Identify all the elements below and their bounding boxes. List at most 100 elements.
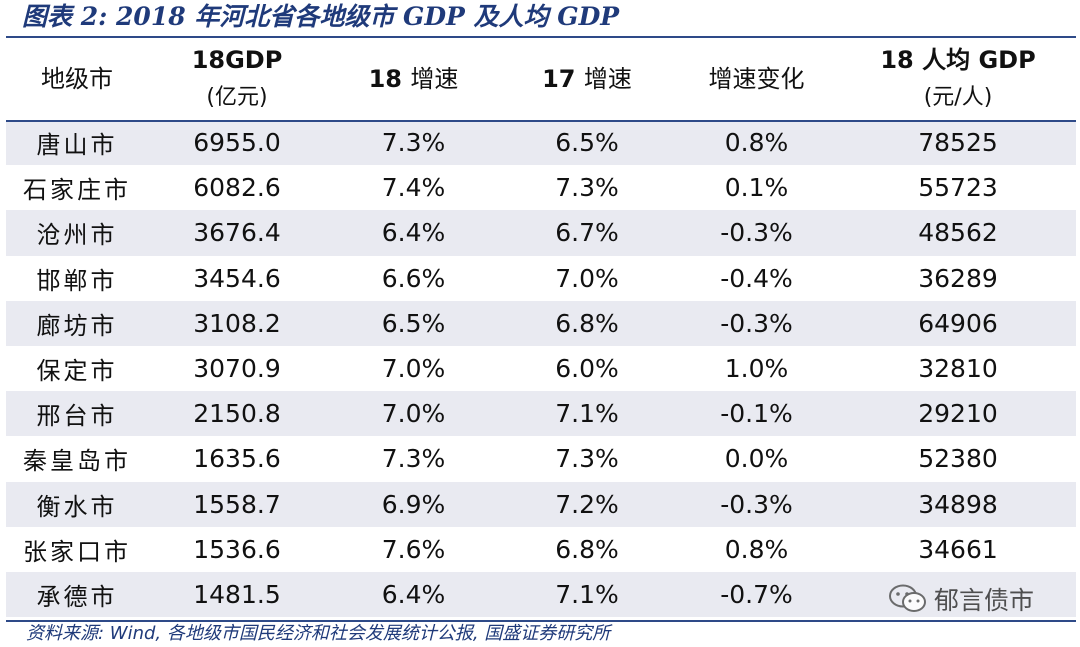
city-cell: 廊坊市	[6, 300, 148, 346]
header-growth-17: 17 增速	[501, 38, 673, 120]
per-capita-cell	[840, 571, 1076, 618]
city-cell: 沧州市	[6, 210, 148, 256]
watermark: 郁言债市	[888, 581, 1034, 617]
growth-17-cell: 7.2%	[501, 481, 673, 527]
header-gdp-label: 18GDP	[191, 46, 283, 74]
header-gdp: 18GDP (亿元)	[148, 38, 326, 120]
growth-17-cell: 7.1%	[501, 391, 673, 437]
figure-title: 图表 2: 2018 年河北省各地级市 GDP 及人均 GDP	[22, 2, 620, 31]
bottom-rule	[6, 620, 1076, 622]
gdp-cell: 1558.7	[148, 481, 326, 527]
per-capita-cell: 52380	[840, 436, 1076, 482]
per-capita-cell: 36289	[840, 255, 1076, 301]
header-growth-18-label: 增速	[410, 65, 459, 93]
wechat-icon	[889, 584, 926, 612]
growth-change-cell: -0.7%	[673, 571, 840, 618]
table-row: 廊坊市 3108.2 6.5% 6.8% -0.3% 64906	[6, 300, 1076, 346]
growth-18-cell: 6.9%	[326, 481, 501, 527]
gdp-cell: 1481.5	[148, 571, 326, 618]
table-row: 张家口市 1536.6 7.6% 6.8% 0.8% 34661	[6, 526, 1076, 572]
table-row: 邢台市 2150.8 7.0% 7.1% -0.1% 29210	[6, 391, 1076, 437]
growth-17-cell: 6.8%	[501, 300, 673, 346]
gdp-cell: 3108.2	[148, 300, 326, 346]
top-rule	[6, 36, 1076, 38]
header-growth-18: 18 增速	[326, 38, 501, 120]
table-body: 唐山市 6955.0 7.3% 6.5% 0.8% 78525 石家庄市 6082.6 7.4%…	[6, 120, 1076, 618]
growth-17-cell: 6.5%	[501, 120, 673, 166]
header-growth-17-label: 增速	[583, 65, 632, 93]
source-note: 资料来源: Wind, 各地级市国民经济和社会发展统计公报, 国盛证券研究所	[26, 623, 611, 644]
growth-18-cell: 6.4%	[326, 210, 501, 256]
growth-17-cell: 6.7%	[501, 210, 673, 256]
growth-18-cell: 7.4%	[326, 165, 501, 211]
watermark-text: 郁言债市	[934, 586, 1035, 615]
city-cell: 保定市	[6, 345, 148, 392]
table-row: 保定市 3070.9 7.0% 6.0% 1.0% 32810	[6, 345, 1076, 392]
gdp-cell: 3070.9	[148, 345, 326, 392]
city-cell: 邢台市	[6, 391, 148, 437]
growth-17-cell: 7.3%	[501, 436, 673, 482]
growth-change-cell: 0.1%	[673, 165, 840, 211]
growth-change-cell: -0.1%	[673, 391, 840, 437]
growth-change-cell: 0.8%	[673, 526, 840, 572]
growth-18-cell: 6.5%	[326, 300, 501, 346]
growth-18-cell: 7.3%	[326, 120, 501, 166]
header-per-capita: 18 人均 GDP (元/人)	[840, 38, 1076, 120]
header-city: 地级市	[41, 65, 113, 93]
growth-change-cell: -0.3%	[673, 210, 840, 256]
growth-18-cell: 7.0%	[326, 345, 501, 392]
gdp-cell: 3676.4	[148, 210, 326, 256]
growth-18-cell: 6.6%	[326, 255, 501, 301]
per-capita-cell: 78525	[840, 120, 1076, 166]
city-cell: 衡水市	[6, 481, 148, 527]
gdp-cell: 3454.6	[148, 255, 326, 301]
city-cell: 唐山市	[6, 120, 148, 166]
per-capita-cell: 29210	[840, 391, 1076, 437]
header-gdp-unit: (亿元)	[206, 85, 268, 110]
growth-change-cell: 1.0%	[673, 345, 840, 392]
per-capita-cell: 55723	[840, 165, 1076, 211]
city-cell: 承德市	[6, 571, 148, 618]
growth-18-cell: 7.0%	[326, 391, 501, 437]
header-row: 地级市 18GDP (亿元) 18 增速 17 增速 增速变化 18 人均 GD…	[6, 38, 1076, 120]
growth-change-cell: 0.0%	[673, 436, 840, 482]
growth-17-cell: 6.8%	[501, 526, 673, 572]
gdp-cell: 2150.8	[148, 391, 326, 437]
per-capita-cell: 34661	[840, 526, 1076, 572]
header-growth-change: 增速变化	[708, 65, 805, 93]
table-row: 秦皇岛市 1635.6 7.3% 7.3% 0.0% 52380	[6, 436, 1076, 482]
table-row: 石家庄市 6082.6 7.4% 7.3% 0.1% 55723	[6, 165, 1076, 211]
per-capita-cell: 48562	[840, 210, 1076, 256]
per-capita-cell: 34898	[840, 481, 1076, 527]
growth-change-cell: 0.8%	[673, 120, 840, 166]
growth-17-cell: 7.1%	[501, 571, 673, 618]
growth-17-cell: 6.0%	[501, 345, 673, 392]
city-cell: 邯郸市	[6, 255, 148, 301]
gdp-cell: 6082.6	[148, 165, 326, 211]
table-row: 沧州市 3676.4 6.4% 6.7% -0.3% 48562	[6, 210, 1076, 256]
growth-18-cell: 7.3%	[326, 436, 501, 482]
growth-change-cell: -0.3%	[673, 300, 840, 346]
table-row: 唐山市 6955.0 7.3% 6.5% 0.8% 78525	[6, 120, 1076, 166]
gdp-cell: 1536.6	[148, 526, 326, 572]
table-row: 邯郸市 3454.6 6.6% 7.0% -0.4% 36289	[6, 255, 1076, 301]
header-growth-17-year: 17	[542, 65, 576, 93]
header-rule	[6, 120, 1076, 122]
header-per-capita-label: 18 人均 GDP	[880, 46, 1036, 74]
growth-17-cell: 7.3%	[501, 165, 673, 211]
gdp-cell: 6955.0	[148, 120, 326, 166]
city-cell: 秦皇岛市	[6, 436, 148, 482]
growth-change-cell: -0.3%	[673, 481, 840, 527]
table-row: 承德市 1481.5 6.4% 7.1% -0.7%	[6, 571, 1076, 618]
header-per-capita-unit: (元/人)	[923, 85, 993, 110]
growth-18-cell: 6.4%	[326, 571, 501, 618]
growth-change-cell: -0.4%	[673, 255, 840, 301]
gdp-cell: 1635.6	[148, 436, 326, 482]
table-row: 衡水市 1558.7 6.9% 7.2% -0.3% 34898	[6, 481, 1076, 527]
city-cell: 石家庄市	[6, 165, 148, 211]
growth-18-cell: 7.6%	[326, 526, 501, 572]
gdp-table: 地级市 18GDP (亿元) 18 增速 17 增速 增速变化 18 人均 GD…	[6, 38, 1076, 618]
per-capita-cell: 64906	[840, 300, 1076, 346]
per-capita-cell: 32810	[840, 345, 1076, 392]
growth-17-cell: 7.0%	[501, 255, 673, 301]
